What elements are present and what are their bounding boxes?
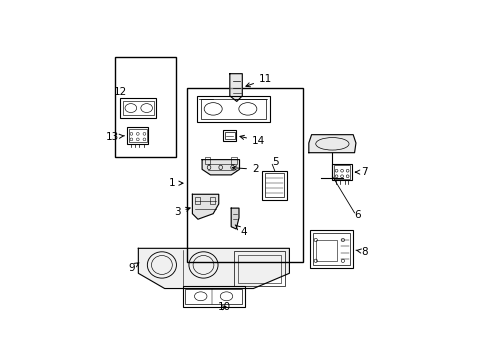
Polygon shape [138, 248, 289, 288]
Polygon shape [308, 135, 355, 153]
Text: 3: 3 [174, 207, 190, 217]
Text: 6: 6 [354, 210, 361, 220]
Text: 9: 9 [128, 263, 139, 273]
Text: 11: 11 [245, 74, 272, 87]
Text: 12: 12 [114, 87, 127, 97]
Bar [264, 174, 284, 197]
Text: 2: 2 [232, 164, 258, 174]
Text: 8: 8 [355, 247, 367, 257]
Bar [196, 96, 269, 122]
Bar [224, 132, 234, 139]
Text: 5: 5 [272, 157, 278, 167]
Bar [128, 129, 146, 142]
Bar [200, 99, 265, 120]
Bar [231, 157, 236, 164]
Bar [315, 240, 336, 261]
Polygon shape [192, 194, 218, 219]
Text: 10: 10 [218, 302, 231, 312]
Text: 13: 13 [105, 132, 124, 142]
Bar [185, 288, 242, 304]
Text: 7: 7 [355, 167, 367, 177]
Bar [238, 255, 281, 283]
Bar [223, 130, 236, 141]
Text: 1: 1 [169, 178, 183, 188]
Bar [312, 233, 350, 265]
Bar [183, 286, 244, 307]
Bar [120, 98, 156, 118]
Bar [195, 197, 200, 204]
Bar [210, 197, 215, 204]
Polygon shape [202, 159, 239, 175]
Bar [233, 251, 285, 286]
Text: 14: 14 [240, 135, 264, 146]
Bar [186, 87, 303, 262]
Polygon shape [231, 208, 239, 229]
Text: 4: 4 [235, 225, 246, 237]
Bar [309, 230, 352, 268]
Bar [333, 165, 350, 179]
Bar [123, 101, 153, 115]
Bar [262, 171, 286, 200]
Bar [115, 57, 175, 157]
Polygon shape [229, 74, 242, 102]
Bar [332, 164, 351, 180]
Bar [204, 157, 210, 164]
Bar [127, 127, 148, 144]
